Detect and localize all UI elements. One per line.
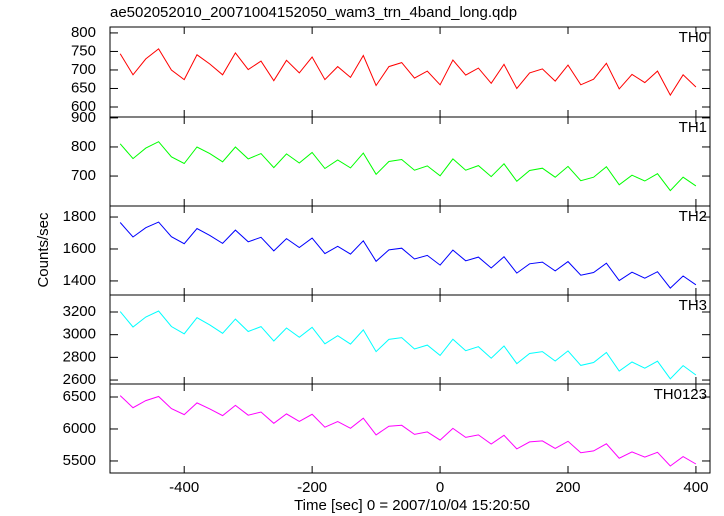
y-tick-label: 750 <box>71 42 96 59</box>
y-tick-label: 800 <box>71 24 96 41</box>
y-tick-label: 5500 <box>63 452 96 469</box>
y-tick-label: 1600 <box>63 240 96 257</box>
y-tick-label: 2600 <box>63 371 96 388</box>
panel-label: TH3 <box>679 297 707 314</box>
y-tick-label: 1400 <box>63 272 96 289</box>
chart-title: ae502052010_20071004152050_wam3_trn_4ban… <box>110 4 517 21</box>
panel-frame <box>109 205 711 296</box>
x-axis-label: Time [sec] 0 = 2007/10/04 15:20:50 <box>294 497 530 514</box>
panel-label: TH2 <box>679 208 707 225</box>
x-tick-label: -200 <box>297 479 327 496</box>
panel-label: TH0123 <box>654 386 707 403</box>
data-line <box>119 310 697 380</box>
panel-frame <box>109 116 711 207</box>
y-tick-label: 6000 <box>63 420 96 437</box>
y-axis-label: Counts/sec <box>35 212 52 288</box>
x-tick-label: 400 <box>683 479 708 496</box>
data-line <box>119 395 697 467</box>
panel-label: TH0 <box>679 29 707 46</box>
data-line <box>119 221 697 289</box>
data-line <box>119 48 697 97</box>
y-tick-label: 800 <box>71 138 96 155</box>
y-tick-label: 600 <box>71 98 96 115</box>
y-tick-label: 2800 <box>63 348 96 365</box>
y-tick-label: 900 <box>71 109 96 126</box>
panel-label: TH1 <box>679 119 707 136</box>
data-line <box>119 141 697 192</box>
y-tick-label: 700 <box>71 61 96 78</box>
x-tick-label: 200 <box>555 479 580 496</box>
y-tick-label: 650 <box>71 79 96 96</box>
panel-frame <box>109 383 711 474</box>
y-tick-label: 6500 <box>63 388 96 405</box>
y-tick-label: 3000 <box>63 326 96 343</box>
x-tick-label: -400 <box>169 479 199 496</box>
y-tick-label: 1800 <box>63 208 96 225</box>
x-tick-label: 0 <box>436 479 444 496</box>
y-tick-label: 3200 <box>63 303 96 320</box>
y-tick-label: 700 <box>71 167 96 184</box>
